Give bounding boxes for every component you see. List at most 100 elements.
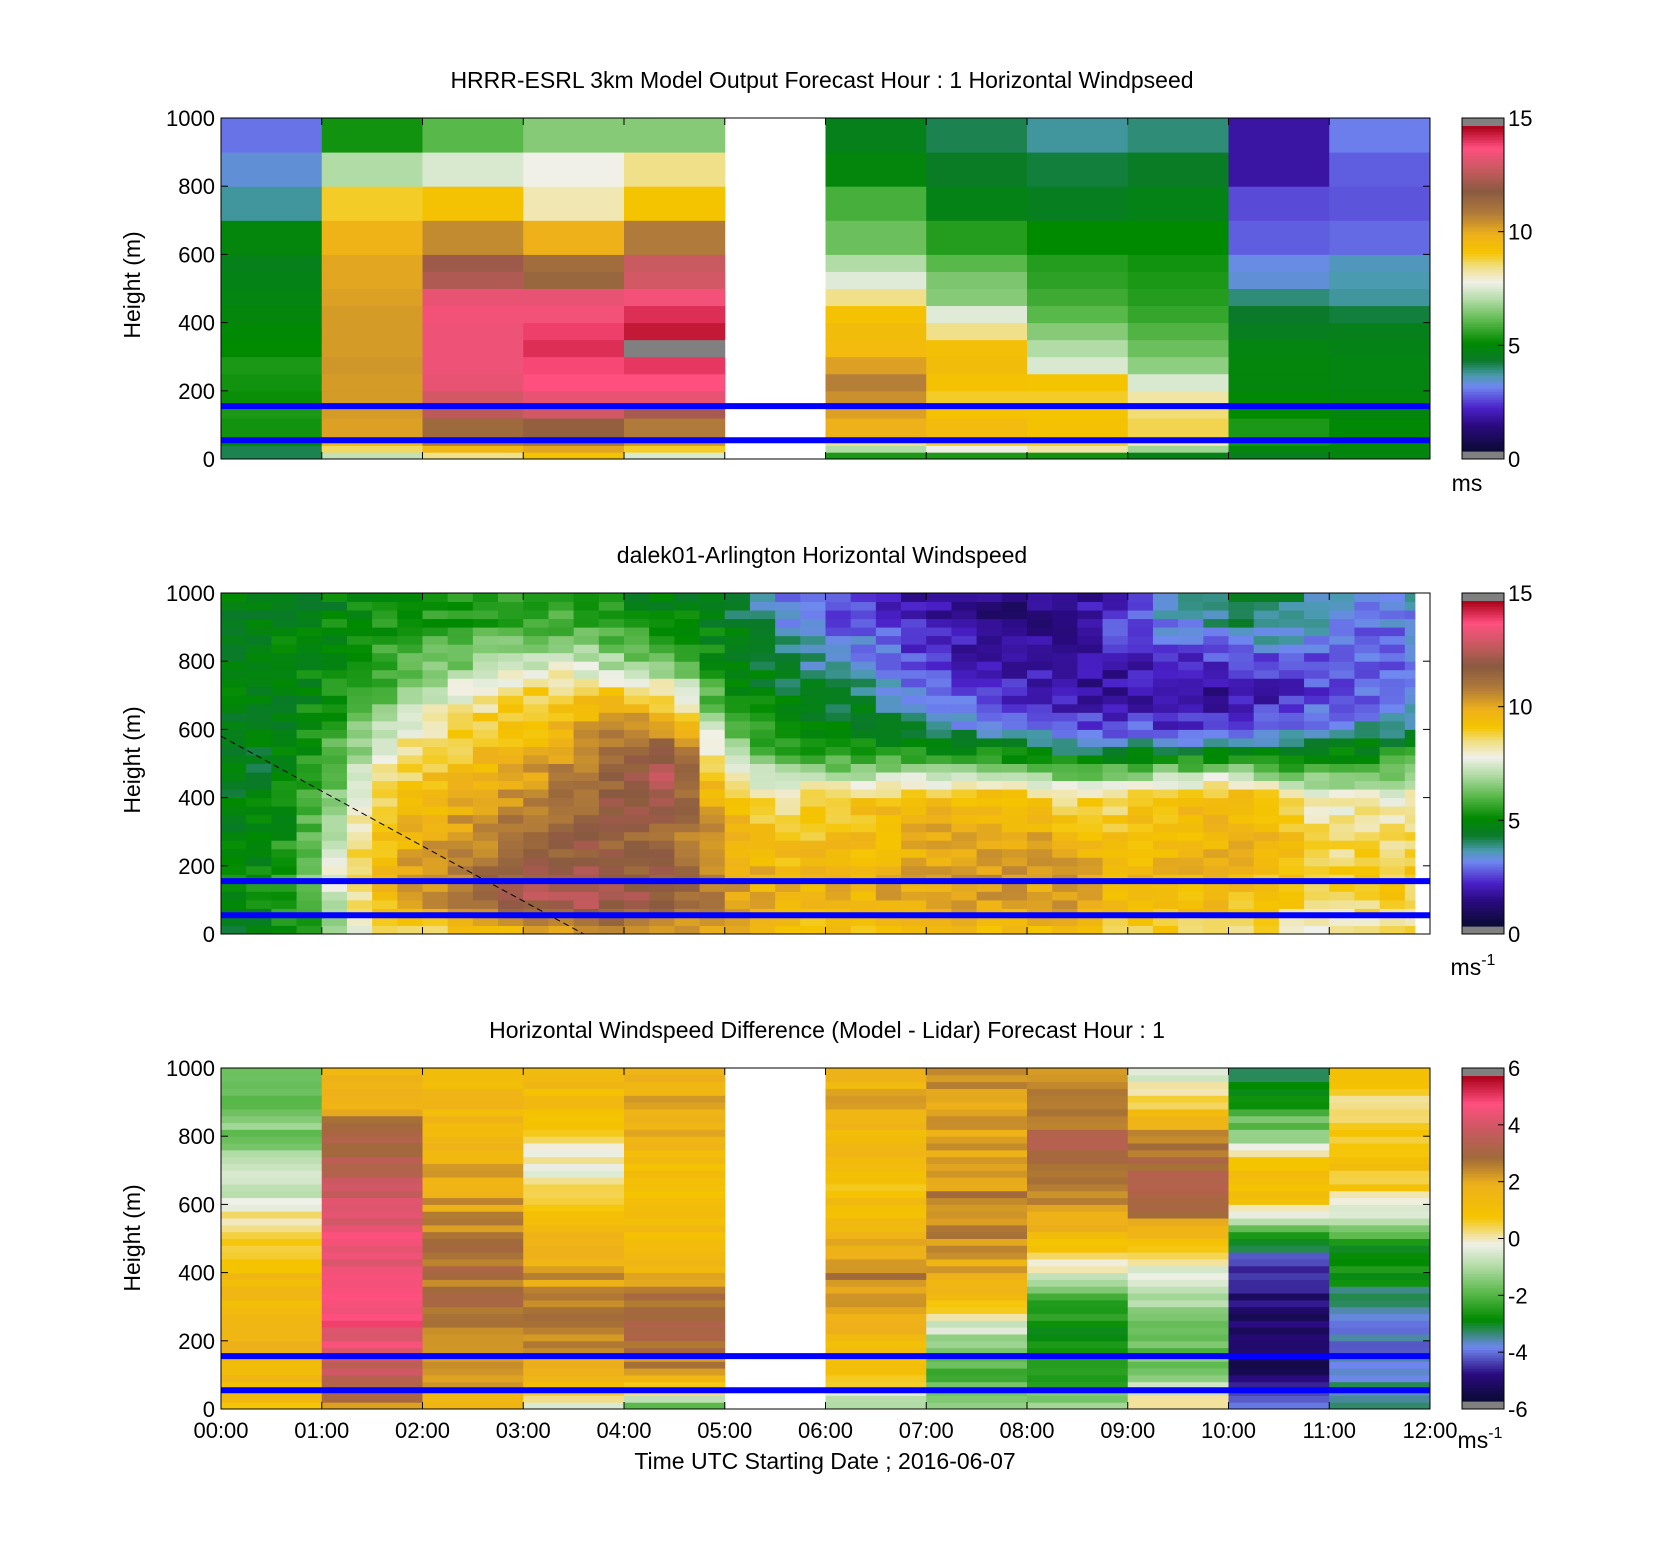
colorbar-swatch: [1462, 1357, 1504, 1361]
heatmap-cell: [624, 746, 650, 756]
heatmap-cell: [1253, 899, 1280, 909]
heatmap-cell: [825, 780, 852, 790]
heatmap-cell: [649, 627, 675, 637]
heatmap-cell: [624, 1068, 726, 1076]
heatmap-cell: [523, 1081, 625, 1089]
heatmap-cell: [926, 1170, 1028, 1178]
heatmap-cell: [1404, 857, 1416, 867]
colorbar-swatch: [1462, 418, 1504, 422]
heatmap-cell: [825, 1163, 927, 1171]
heatmap-cell: [1178, 772, 1204, 782]
heatmap-cell: [472, 720, 499, 730]
reference-lines: [221, 1353, 1430, 1394]
heatmap-cell: [926, 1088, 1028, 1096]
heatmap-cell: [850, 593, 877, 603]
heatmap-cell: [926, 891, 952, 901]
heatmap-cell: [825, 678, 852, 688]
heatmap-cell: [1329, 882, 1355, 892]
heatmap-cell: [598, 814, 625, 824]
heatmap-cell: [321, 780, 348, 790]
heatmap-cell: [422, 1115, 524, 1124]
heatmap-cell: [1228, 763, 1255, 773]
heatmap-cell: [1178, 916, 1204, 926]
heatmap-cell: [221, 754, 247, 764]
heatmap-cell: [624, 1136, 726, 1144]
heatmap-cell: [321, 356, 423, 375]
heatmap-cell: [1404, 848, 1416, 858]
heatmap-cell: [976, 610, 1003, 620]
heatmap-cell: [775, 593, 801, 603]
heatmap-cell: [1203, 712, 1229, 722]
heatmap-cell: [498, 652, 524, 662]
heatmap-cell: [775, 601, 801, 611]
heatmap-cell: [825, 1068, 927, 1076]
heatmap-cell: [1127, 610, 1154, 620]
heatmap-cell: [775, 618, 801, 628]
heatmap-cell: [397, 763, 423, 773]
heatmap-cell: [951, 763, 978, 773]
x-tick-label: 12:00: [1402, 1418, 1457, 1443]
heatmap-cell: [1027, 1320, 1129, 1328]
heatmap-cell: [624, 1218, 726, 1226]
heatmap-cell: [271, 678, 298, 688]
heatmap-cell: [397, 618, 423, 628]
heatmap-cell: [1052, 899, 1078, 909]
colorbar-swatch: [1462, 888, 1504, 892]
colorbar-swatch: [1462, 720, 1504, 724]
colorbar-swatch: [1462, 1398, 1504, 1402]
heatmap-cell: [1052, 720, 1078, 730]
heatmap-cell: [1354, 593, 1381, 603]
heatmap-cell: [221, 720, 247, 730]
heatmap-cell: [321, 373, 423, 392]
colorbar-swatch: [1462, 1373, 1504, 1378]
heatmap-cell: [1228, 1279, 1330, 1287]
heatmap-cell: [699, 610, 726, 620]
colorbar-swatch: [1462, 1276, 1504, 1280]
heatmap-cell: [221, 1327, 323, 1335]
colorbar-swatch: [1462, 1200, 1504, 1204]
heatmap-cell: [548, 857, 575, 867]
heatmap-cell: [775, 797, 801, 807]
heatmap-cell: [926, 322, 1028, 341]
colorbar-swatch: [1462, 1195, 1504, 1199]
heatmap-cell: [221, 1068, 323, 1076]
heatmap-cell: [1329, 1340, 1431, 1349]
heatmap-cell: [523, 1402, 625, 1410]
heatmap-cell: [321, 686, 348, 696]
y-tick-label: 600: [178, 242, 215, 267]
heatmap-cell: [523, 1245, 625, 1253]
heatmap-cell: [221, 1129, 323, 1137]
heatmap-cell: [1228, 1231, 1330, 1239]
heatmap-cell: [1228, 669, 1255, 679]
heatmap-cell: [649, 703, 675, 713]
colorbar-swatch: [1462, 771, 1504, 775]
heatmap-cell: [1127, 1108, 1229, 1117]
heatmap-cell: [573, 737, 600, 747]
heatmap-cell: [1152, 746, 1179, 756]
heatmap-cell: [422, 1381, 524, 1390]
heatmap-cell: [321, 916, 348, 926]
heatmap-cell: [372, 763, 398, 773]
colorbar-swatch: [1462, 652, 1504, 656]
heatmap-cell: [1203, 593, 1229, 603]
heatmap-cell: [926, 627, 952, 637]
heatmap-cell: [1278, 797, 1305, 807]
colorbar-swatch: [1462, 1376, 1504, 1380]
heatmap-cell: [321, 601, 348, 611]
heatmap-cell: [1304, 814, 1330, 824]
heatmap-cell: [1228, 652, 1255, 662]
heatmap-cell: [1127, 678, 1154, 688]
heatmap-cell: [1027, 695, 1053, 705]
heatmap-cell: [825, 288, 927, 307]
x-tick-label: 09:00: [1100, 1418, 1155, 1443]
heatmap-cell: [1127, 1197, 1229, 1205]
heatmap-cell: [573, 823, 600, 833]
heatmap-cell: [1077, 823, 1104, 833]
heatmap-cell: [1354, 857, 1381, 867]
heatmap-cell: [1127, 1347, 1229, 1355]
heatmap-cell: [1027, 1204, 1129, 1212]
heatmap-cell: [271, 806, 298, 816]
heatmap-cell: [422, 1320, 524, 1328]
heatmap-cell: [1228, 831, 1255, 841]
heatmap-cell: [1027, 1177, 1129, 1185]
